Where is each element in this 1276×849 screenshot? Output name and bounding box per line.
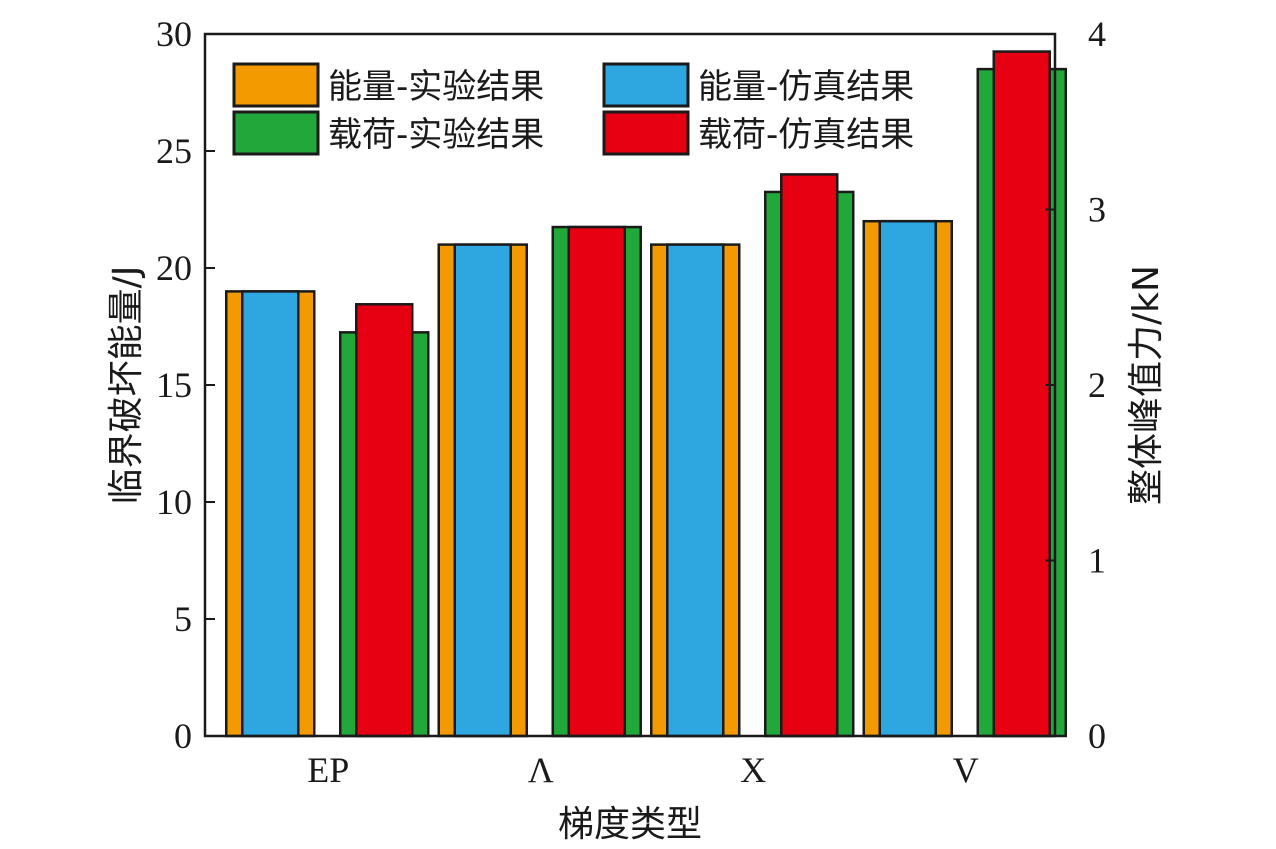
bar-load-sim-Λ	[567, 225, 626, 738]
x-tick-label: EP	[307, 750, 349, 790]
y-left-tick-label: 10	[156, 482, 192, 522]
x-axis-label: 梯度类型	[558, 804, 702, 845]
legend-label: 能量-实验结果	[328, 67, 544, 107]
legend-label: 载荷-仿真结果	[698, 115, 914, 155]
y-left-tick-label: 5	[174, 599, 192, 639]
y-left-tick-label: 20	[156, 248, 192, 288]
y-axis-left-label: 临界破坏能量/J	[106, 266, 147, 505]
bar-energy-sim-EP	[241, 290, 300, 738]
y-left-tick-label: 0	[174, 716, 192, 756]
x-tick-label: Λ	[528, 750, 554, 790]
y-left-tick-label: 30	[156, 14, 192, 54]
legend-label: 载荷-实验结果	[328, 115, 544, 155]
x-tick-label: X	[740, 750, 766, 790]
bar-load-sim-V	[992, 50, 1051, 738]
bar-load-sim-EP	[355, 303, 414, 738]
x-tick-label: V	[953, 750, 979, 790]
legend-swatch	[602, 110, 690, 156]
y-right-tick-label: 3	[1088, 190, 1106, 230]
y-right-tick-label: 4	[1088, 14, 1106, 54]
y-right-tick-label: 0	[1088, 716, 1106, 756]
ticks-layer: EP Λ X V 0 5 10 15 20 25 30 0 1 2 3 4	[156, 14, 1106, 790]
y-left-tick-label: 25	[156, 131, 192, 171]
bar-energy-sim-X	[666, 243, 725, 738]
y-axis-right-label: 整体峰值力/kN	[1126, 265, 1167, 505]
bar-load-sim-X	[780, 173, 839, 738]
y-right-tick-label: 1	[1088, 541, 1106, 581]
bar-energy-sim-V	[878, 219, 937, 738]
bars-layer	[225, 50, 1067, 738]
legend-swatch	[602, 62, 690, 108]
legend-swatch	[232, 62, 320, 108]
bar-energy-sim-Λ	[453, 243, 512, 738]
legend-label: 能量-仿真结果	[698, 67, 914, 107]
y-left-tick-label: 15	[156, 365, 192, 405]
legend-swatch	[232, 110, 320, 156]
y-right-tick-label: 2	[1088, 365, 1106, 405]
